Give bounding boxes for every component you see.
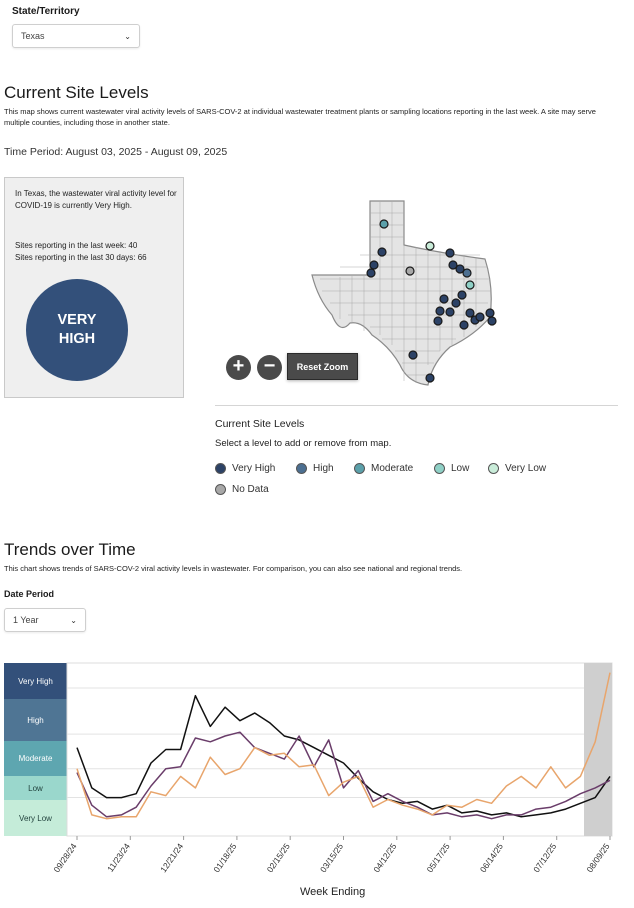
sites-reporting-week: Sites reporting in the last week: 40 — [15, 241, 138, 250]
x-tick-label: 05/17/25 — [425, 841, 452, 874]
x-axis-title: Week Ending — [300, 886, 366, 898]
trend-chart: 09/28/24 11/23/24 12/21/24 01/18/25 02/15/25… — [51, 662, 613, 874]
state-filter-label: State/Territory — [12, 6, 80, 17]
x-tick-label: 09/28/24 — [51, 841, 78, 874]
level-band-high: High — [4, 699, 67, 741]
level-band-low: Low — [4, 776, 67, 800]
x-tick-label: 08/09/25 — [584, 841, 611, 874]
state-select[interactable]: Texas ⌄ — [12, 24, 140, 48]
texas-site-map[interactable] — [300, 195, 515, 390]
chevron-down-icon: ⌄ — [124, 31, 131, 41]
low-dot-icon — [434, 463, 445, 474]
legend-item-moderate[interactable]: Moderate — [354, 463, 413, 474]
series-line-0 — [76, 694, 611, 818]
legend-label: Moderate — [371, 463, 414, 474]
legend-item-no-data[interactable]: No Data — [215, 484, 269, 495]
x-tick-label: 12/21/24 — [158, 841, 185, 874]
level-circle: VERY HIGH — [26, 279, 128, 381]
state-select-value: Texas — [21, 31, 45, 41]
legend-subtitle: Select a level to add or remove from map… — [215, 438, 392, 449]
date-period-select[interactable]: 1 Year ⌄ — [4, 608, 86, 632]
legend-label: Low — [451, 463, 470, 474]
zoom-in-button[interactable]: + — [226, 355, 251, 380]
level-band-moderate: Moderate — [4, 741, 67, 776]
chevron-down-icon: ⌄ — [70, 615, 77, 625]
level-circle-line2: HIGH — [58, 331, 96, 347]
level-band-very-low: Very Low — [4, 800, 67, 836]
x-tick-label: 03/15/25 — [318, 841, 345, 874]
sites-reporting-30-days: Sites reporting in the last 30 days: 66 — [15, 253, 147, 262]
legend-label: No Data — [232, 484, 269, 495]
level-band-very-high: Very High — [4, 663, 67, 699]
last-week-highlight — [584, 663, 612, 836]
zoom-out-button[interactable]: − — [257, 355, 282, 380]
date-period-label: Date Period — [4, 589, 55, 599]
x-tick-label: 01/18/25 — [211, 841, 238, 874]
x-tick-label: 11/23/24 — [105, 841, 132, 874]
level-circle-line1: VERY — [57, 312, 97, 328]
date-period-value: 1 Year — [13, 615, 39, 625]
trends-description: This chart shows trends of SARS-COV-2 vi… — [4, 564, 463, 573]
x-tick-label: 06/14/25 — [478, 841, 505, 874]
no-data-dot-icon — [215, 484, 226, 495]
legend-label: High — [313, 463, 334, 474]
site-levels-title: Current Site Levels — [4, 83, 149, 102]
sites-reporting: Sites reporting in the last week: 40 Sit… — [15, 240, 147, 264]
x-tick-label: 02/15/25 — [265, 841, 292, 874]
time-period: Time Period: August 03, 2025 - August 09… — [4, 146, 228, 158]
legend-item-low[interactable]: Low — [434, 463, 469, 474]
legend-title: Current Site Levels — [215, 418, 305, 430]
reset-zoom-button[interactable]: Reset Zoom — [287, 353, 358, 380]
summary-text: In Texas, the wastewater viral activity … — [15, 189, 177, 210]
x-tick-label: 07/12/25 — [531, 841, 558, 874]
legend-label: Very Low — [505, 463, 547, 474]
series-line-1 — [76, 731, 611, 820]
state-summary-card: In Texas, the wastewater viral activity … — [4, 177, 184, 398]
very-high-dot-icon — [215, 463, 226, 474]
legend-label: Very High — [232, 463, 276, 474]
legend-divider — [215, 405, 618, 406]
site-levels-description: This map shows current wastewater viral … — [4, 107, 596, 127]
moderate-dot-icon — [354, 463, 365, 474]
trends-title: Trends over Time — [4, 540, 136, 559]
chart-plot-area — [66, 662, 613, 837]
series-line-2 — [76, 672, 611, 820]
x-tick-label: 04/12/25 — [371, 841, 398, 874]
high-dot-icon — [296, 463, 307, 474]
legend-item-high[interactable]: High — [296, 463, 334, 474]
very-low-dot-icon — [488, 463, 499, 474]
legend-item-very-low[interactable]: Very Low — [488, 463, 546, 474]
legend-item-very-high[interactable]: Very High — [215, 463, 275, 474]
